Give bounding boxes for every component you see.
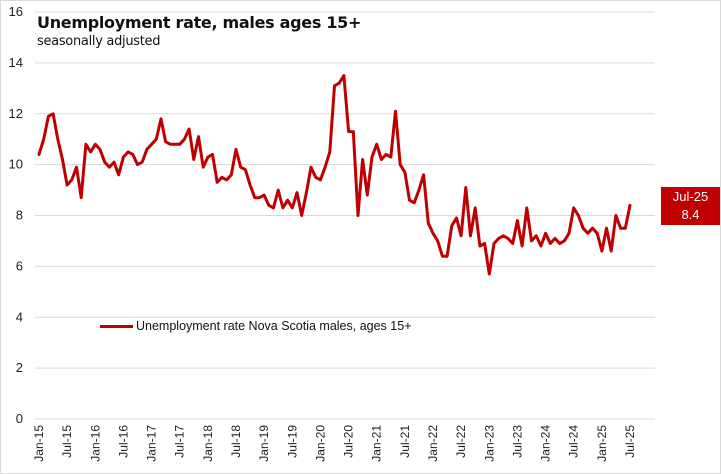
x-tick-label: Jan-24 (539, 425, 553, 462)
x-tick-label: Jul-16 (116, 425, 130, 458)
x-tick-label: Jan-23 (482, 425, 496, 462)
legend-label: Unemployment rate Nova Scotia males, age… (136, 319, 412, 333)
legend: Unemployment rate Nova Scotia males, age… (100, 319, 412, 333)
x-tick-label: Jan-16 (88, 425, 102, 462)
x-tick-label: Jul-24 (567, 425, 581, 458)
legend-swatch (100, 324, 133, 328)
end-value-label: Jul-25 8.4 (661, 187, 720, 225)
x-tick-label: Jul-21 (398, 425, 412, 458)
y-tick-label: 8 (16, 208, 23, 223)
x-tick-label: Jan-15 (32, 425, 46, 462)
y-tick-label: 12 (9, 106, 23, 121)
x-axis-tick-labels: Jan-15 Jul-15 Jan-16 Jul-16 Jan-17 Jul-17 Jan-… (32, 425, 637, 462)
x-tick-label: Jul-25 (623, 425, 637, 458)
x-tick-label: Jan-25 (595, 425, 609, 462)
x-tick-label: Jan-22 (426, 425, 440, 462)
series-layer (37, 74, 632, 276)
end-label-value: 8.4 (681, 207, 700, 222)
gridlines (35, 11, 655, 420)
y-tick-label: 0 (16, 411, 23, 426)
y-tick-label: 6 (16, 258, 23, 273)
y-tick-label: 4 (16, 309, 23, 324)
x-tick-label: Jan-19 (257, 425, 271, 462)
y-tick-label: 16 (9, 4, 23, 19)
y-tick-label: 2 (16, 360, 23, 375)
y-axis-tick-labels: 0 2 4 6 8 10 12 14 16 (9, 4, 23, 426)
x-tick-label: Jul-22 (454, 425, 468, 458)
series-line (37, 74, 632, 276)
x-tick-label: Jul-20 (342, 425, 356, 458)
y-tick-label: 14 (9, 55, 23, 70)
x-tick-label: Jan-18 (201, 425, 215, 462)
y-tick-label: 10 (9, 157, 23, 172)
x-tick-label: Jul-19 (285, 425, 299, 458)
x-tick-label: Jan-20 (313, 425, 327, 462)
x-tick-label: Jul-17 (173, 425, 187, 458)
x-tick-label: Jul-18 (229, 425, 243, 458)
chart-subtitle: seasonally adjusted (37, 34, 161, 49)
x-tick-label: Jan-17 (145, 425, 159, 462)
x-tick-label: Jul-23 (510, 425, 524, 458)
x-tick-label: Jan-21 (370, 425, 384, 462)
x-tick-label: Jul-15 (60, 425, 74, 458)
chart-title: Unemployment rate, males ages 15+ (37, 13, 362, 32)
end-label-date: Jul-25 (672, 189, 709, 204)
